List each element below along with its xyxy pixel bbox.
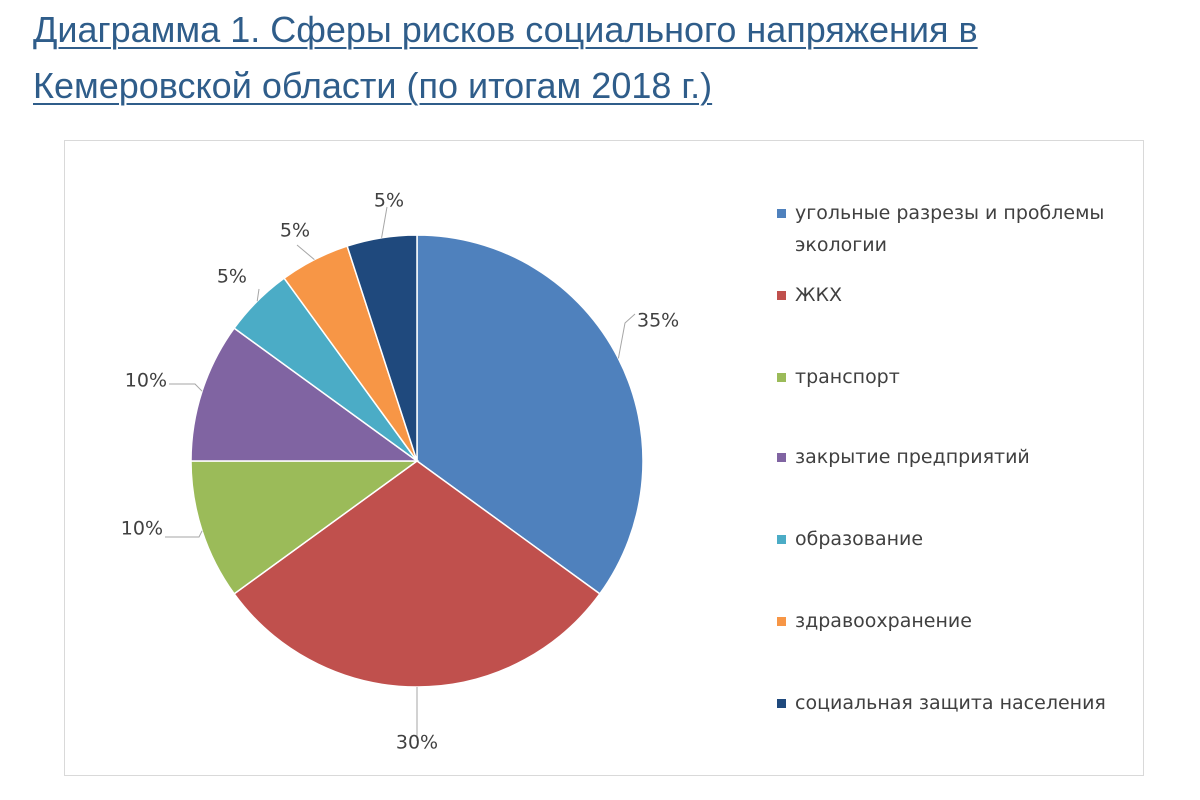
data-label: 10% xyxy=(121,518,163,540)
data-label: 5% xyxy=(280,220,310,242)
legend-label: транспорт xyxy=(795,366,900,388)
legend-label: социальная защита населения xyxy=(795,692,1106,714)
pie-slice xyxy=(233,460,601,688)
legend-item: угольные разрезы и проблемы экологии xyxy=(775,197,1135,261)
legend-item: здравоохранение xyxy=(775,605,1135,637)
legend-swatch xyxy=(777,373,786,382)
data-label-leader-line xyxy=(296,244,315,260)
data-label-leader-line xyxy=(617,313,636,359)
legend-item: социальная защита населения xyxy=(775,687,1135,719)
data-label-leader-line xyxy=(165,530,203,538)
legend-swatch xyxy=(777,453,786,462)
legend-item: закрытие предприятий xyxy=(775,441,1135,473)
data-label: 5% xyxy=(374,190,404,212)
legend-swatch xyxy=(777,535,786,544)
legend-label: ЖКХ xyxy=(795,284,842,306)
legend-label: образование xyxy=(795,528,924,550)
data-label-leader-line xyxy=(381,206,388,238)
data-label: 10% xyxy=(125,370,167,392)
legend-label: угольные разрезы и проблемы экологии xyxy=(795,202,1105,256)
pie-chart: 35% 30% 10% 10% 5% 5% 5% угольные разрезы и пр… xyxy=(64,140,1144,776)
data-label: 30% xyxy=(396,732,438,754)
data-label: 5% xyxy=(217,266,247,288)
pie-slice xyxy=(416,234,644,595)
data-label: 35% xyxy=(637,310,679,332)
legend-swatch xyxy=(777,617,786,626)
legend-label: закрытие предприятий xyxy=(795,446,1030,468)
legend-swatch xyxy=(777,291,786,300)
legend-label: здравоохранение xyxy=(795,610,972,632)
legend-swatch xyxy=(777,699,786,708)
data-label-leader-line xyxy=(256,288,260,302)
legend-item: образование xyxy=(775,523,1135,555)
page-title: Диаграмма 1. Сферы рисков социального на… xyxy=(33,9,978,106)
pie-chart-plot: 35% 30% 10% 10% 5% 5% 5% xyxy=(121,190,679,754)
legend-item: ЖКХ xyxy=(775,279,1135,311)
data-label-leader-line xyxy=(169,383,203,392)
legend-swatch xyxy=(777,209,786,218)
legend-item: транспорт xyxy=(775,361,1135,393)
